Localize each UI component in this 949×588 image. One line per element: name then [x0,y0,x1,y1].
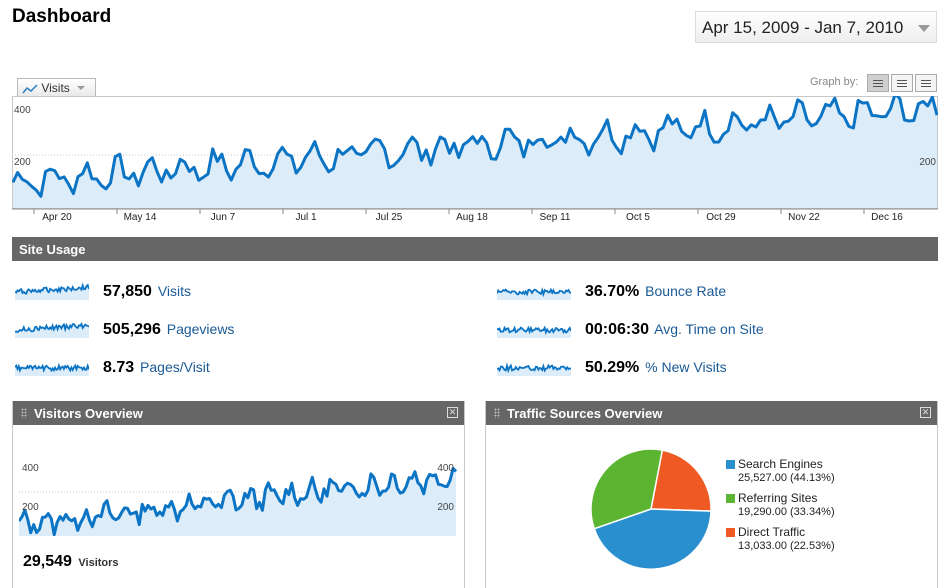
sparkline-line [497,325,571,336]
x-tick-label: Oct 29 [706,212,736,223]
legend-name: Search Engines [738,457,823,471]
drag-handle-icon[interactable] [21,408,27,418]
metric-selector-label: Visits [41,81,70,95]
y-tick-label-right: 400 [437,463,454,474]
x-tick-label: Nov 22 [788,212,820,223]
legend-name: Referring Sites [738,491,818,505]
close-icon[interactable]: ✕ [447,407,458,418]
x-tick-label: May 14 [124,212,157,223]
legend-detail: 13,033.00 (22.53%) [738,540,835,552]
legend-detail: 19,290.00 (33.34%) [738,506,835,518]
sparkline-line [15,362,89,373]
x-tick-label: Aug 18 [456,212,488,223]
site-usage-metric: 505,296 Pageviews [15,318,435,342]
sparkline-area [15,324,89,338]
visitors-total-label: Visitors [78,557,119,569]
visitors-overview-title: Visitors Overview [34,406,143,421]
x-tick-label: Sep 11 [540,212,571,223]
metric-link[interactable]: Pageviews [162,321,235,337]
sparkline-line [15,282,89,295]
line-chart-icon [22,84,38,94]
legend-name: Direct Traffic [738,525,806,539]
metric-selector[interactable]: Visits [17,78,96,97]
metric-link[interactable]: Avg. Time on Site [651,321,764,337]
metric-value: 57,850 Visits [103,283,192,300]
legend-swatch [726,528,735,537]
y-tick-label: 200 [14,157,31,168]
pie-slice-search-engines[interactable] [593,508,712,570]
metric-value: 00:06:30 Avg. Time on Site [585,321,764,338]
close-icon[interactable]: ✕ [920,407,931,418]
visitors-total: 29,549 Visitors [23,553,119,571]
sparkline [497,287,571,300]
x-tick-label: Oct 5 [626,212,650,223]
graph-by-day-button[interactable] [867,74,889,92]
y-tick-label: 400 [22,463,39,474]
graph-by-month-button[interactable] [915,74,937,92]
pie-slice-referring-sites[interactable] [590,448,664,530]
metric-link[interactable]: % New Visits [641,359,727,375]
traffic-sources-pie-chart[interactable] [586,444,716,574]
chevron-down-icon [918,25,930,32]
sparkline [15,322,89,338]
metric-value: 505,296 Pageviews [103,321,235,338]
x-tick-label: Apr 20 [42,212,72,223]
sparkline [15,282,89,300]
legend-item[interactable]: Search Engines 25,527.00 (44.13%) [726,457,835,485]
y-tick-label: 400 [14,105,31,116]
sparkline [15,362,89,376]
sparkline-line [497,287,571,298]
x-tick-label: Jul 1 [295,212,317,223]
visits-line [12,96,938,198]
legend-swatch [726,494,735,503]
site-usage-metric: 00:06:30 Avg. Time on Site [497,318,917,342]
visitors-overview-header: Visitors Overview ✕ [13,401,464,425]
y-tick-label: 200 [22,502,39,513]
sparkline-line [497,362,571,374]
date-range-picker[interactable]: Apr 15, 2009 - Jan 7, 2010 [695,11,937,43]
graph-by-week-button[interactable] [891,74,913,92]
pie-slice-direct-traffic[interactable] [650,449,712,512]
traffic-sources-panel: Traffic Sources Overview ✕ Search Engine… [485,401,938,588]
y-tick-label-right: 200 [919,157,936,168]
legend-swatch [726,460,735,469]
visitors-chart[interactable]: 400 200 400 200 [19,456,459,536]
site-usage-metric: 8.73 Pages/Visit [15,356,435,380]
site-usage-header: Site Usage [12,237,938,261]
x-tick-label: Jun 7 [211,212,236,223]
legend-item[interactable]: Direct Traffic 13,033.00 (22.53%) [726,525,835,553]
traffic-sources-title: Traffic Sources Overview [507,406,663,421]
visitors-overview-panel: Visitors Overview ✕ 400 200 400 200 29,5… [12,401,465,588]
metric-value: 36.70% Bounce Rate [585,283,727,300]
legend-detail: 25,527.00 (44.13%) [738,472,835,484]
visits-over-time-chart[interactable]: Apr 20 May 14 Jun 7 Jul 1 Jul 25 Aug 18 Sep 11… [12,96,938,226]
metric-link[interactable]: Bounce Rate [641,283,727,299]
visitors-total-value: 29,549 [23,553,72,570]
site-usage-metric: 36.70% Bounce Rate [497,280,917,304]
drag-handle-icon[interactable] [494,408,500,418]
site-usage-metric: 50.29% % New Visits [497,356,917,380]
metric-value: 50.29% % New Visits [585,359,727,376]
chevron-down-icon [77,86,86,90]
metric-link[interactable]: Pages/Visit [136,359,210,375]
site-usage-metric: 57,850 Visits [15,280,435,304]
date-range-text: Apr 15, 2009 - Jan 7, 2010 [702,18,904,37]
x-tick-label: Dec 16 [871,212,903,223]
graph-by-label: Graph by: [810,76,859,88]
x-tick-label: Jul 25 [376,212,403,223]
sparkline [497,362,571,376]
metric-value: 8.73 Pages/Visit [103,359,210,376]
visitors-line [19,466,458,536]
y-tick-label-right: 200 [437,502,454,513]
traffic-sources-header: Traffic Sources Overview ✕ [486,401,937,425]
page-title: Dashboard [12,6,112,27]
sparkline [497,325,571,338]
sparkline-line [15,322,89,334]
legend-item[interactable]: Referring Sites 19,290.00 (33.34%) [726,491,835,519]
traffic-sources-legend: Search Engines 25,527.00 (44.13%) Referrin… [726,457,835,559]
metric-link[interactable]: Visits [153,283,192,299]
sparkline-area [15,285,89,300]
